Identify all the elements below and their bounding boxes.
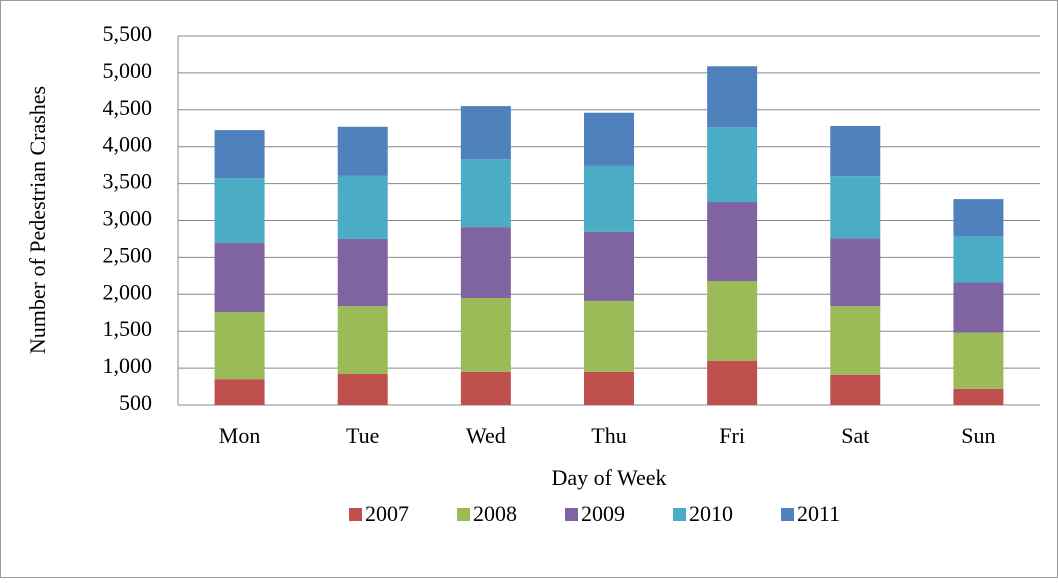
x-tick-label: Mon — [219, 423, 261, 448]
bar-segment — [214, 130, 265, 179]
y-tick-label: 2,500 — [103, 242, 153, 267]
x-tick-label: Sun — [961, 423, 995, 448]
x-tick-label: Wed — [466, 423, 506, 448]
bar-segment — [953, 282, 1004, 333]
bar-segment — [584, 165, 634, 232]
y-tick-label: 5,500 — [103, 21, 153, 46]
bar-segment — [830, 306, 881, 375]
y-tick-label: 5,000 — [103, 58, 153, 83]
legend-swatch — [565, 508, 578, 521]
bar-segment — [953, 388, 1004, 405]
y-tick-label: 1,500 — [103, 316, 153, 341]
labels: 500 1,000 1,500 2,000 2,500 3,000 3,500 4,000 4,… — [103, 21, 996, 526]
y-tick-label: 4,000 — [103, 132, 153, 157]
bar-segment — [707, 66, 758, 128]
bar-segment — [337, 175, 388, 239]
legend-label: 2009 — [581, 501, 625, 526]
bar-segment — [337, 306, 388, 375]
y-axis-title: Number of Pedestrian Crashes — [25, 86, 50, 354]
bar-segment — [830, 238, 881, 307]
bar-segment — [584, 300, 634, 372]
bar-segment — [707, 281, 758, 361]
bar-segment — [953, 332, 1004, 389]
bar-segment — [214, 178, 265, 244]
y-tick-label: 3,500 — [103, 169, 153, 194]
y-tick-label: 2,000 — [103, 279, 153, 304]
y-tick-label: 3,000 — [103, 206, 153, 231]
legend-label: 2008 — [473, 501, 517, 526]
legend-swatch — [673, 508, 686, 521]
legend-swatch — [457, 508, 470, 521]
y-tick-label: 1,000 — [103, 353, 153, 378]
bar-segment — [584, 112, 634, 166]
bar-segment — [830, 126, 881, 177]
bar-segment — [214, 379, 265, 405]
bar-segment — [460, 297, 511, 372]
legend-swatch — [349, 508, 362, 521]
bars — [214, 66, 1004, 405]
x-tick-label: Sat — [841, 423, 869, 448]
bar-segment — [953, 236, 1004, 283]
bar-segment — [707, 360, 758, 405]
bar-segment — [460, 371, 511, 405]
bar-segment — [584, 371, 634, 405]
legend-label: 2010 — [689, 501, 733, 526]
bar-segment — [337, 126, 388, 176]
bar-segment — [707, 127, 758, 203]
y-tick-label: 500 — [119, 390, 152, 415]
bar-segment — [953, 199, 1004, 237]
bar-segment — [214, 243, 265, 313]
x-tick-label: Tue — [346, 423, 379, 448]
x-tick-label: Fri — [719, 423, 745, 448]
legend-label: 2011 — [797, 501, 840, 526]
bar-segment — [460, 159, 511, 228]
x-tick-label: Thu — [591, 423, 626, 448]
bar-segment — [830, 374, 881, 405]
bar-segment — [460, 106, 511, 160]
bar-segment — [337, 374, 388, 405]
bar-segment — [214, 312, 265, 380]
legend-swatch — [781, 508, 794, 521]
legend-label: 2007 — [365, 501, 409, 526]
bar-segment — [337, 238, 388, 307]
x-axis-title: Day of Week — [551, 465, 666, 490]
y-tick-label: 4,500 — [103, 95, 153, 120]
bar-segment — [460, 227, 511, 298]
bar-segment — [707, 202, 758, 282]
bar-segment — [830, 176, 881, 239]
bar-segment — [584, 231, 634, 301]
